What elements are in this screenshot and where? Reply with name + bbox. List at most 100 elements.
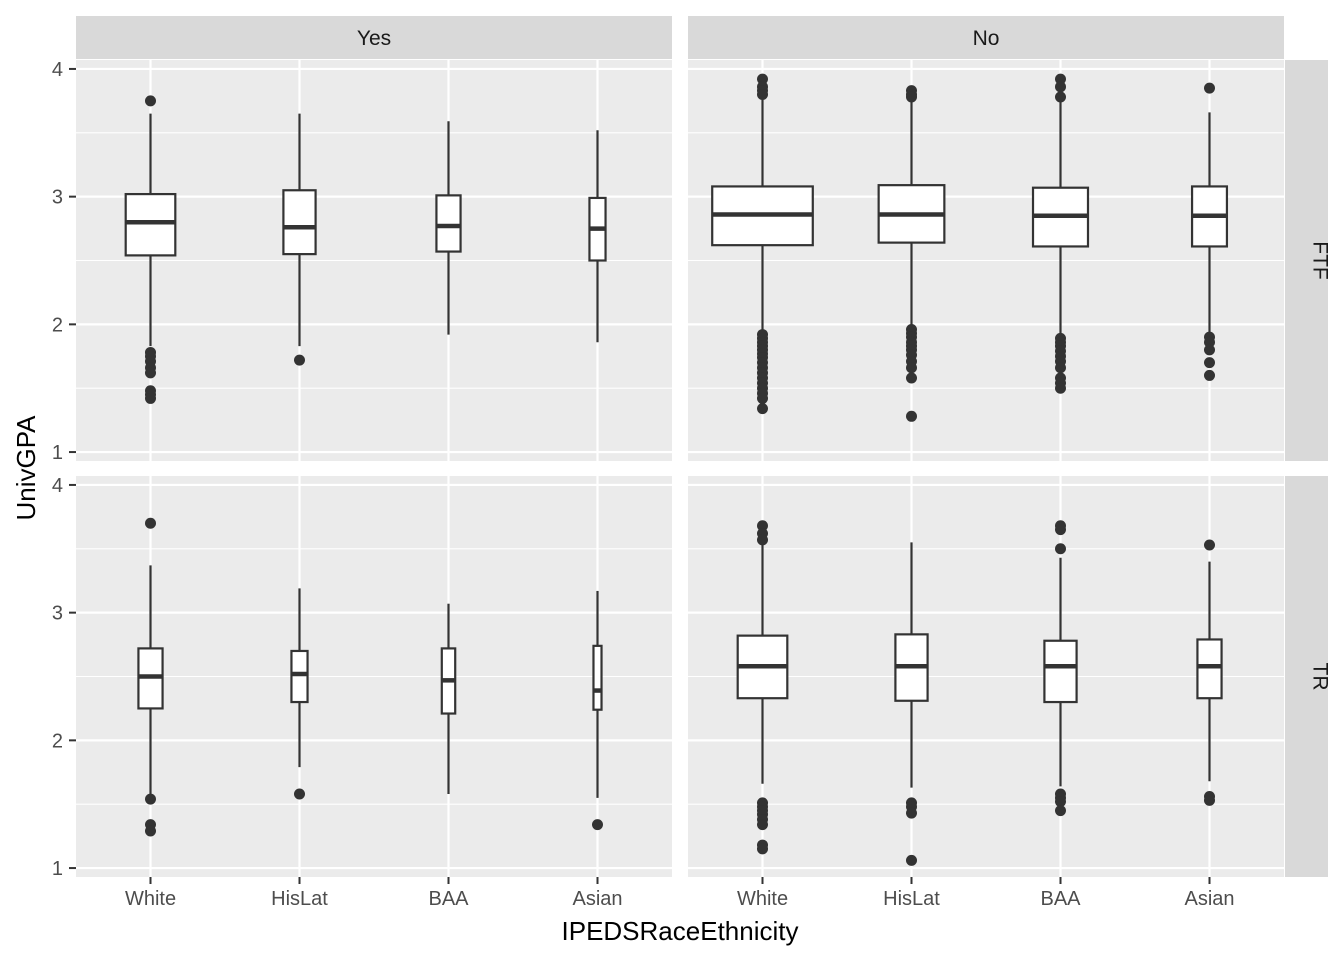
panel-no-ftf bbox=[688, 60, 1284, 461]
row-strip-label: FTF bbox=[1309, 241, 1332, 279]
box-hislat bbox=[894, 542, 929, 866]
box-hislat bbox=[877, 85, 946, 422]
iqr-box bbox=[592, 644, 603, 711]
box-asian bbox=[588, 130, 607, 343]
outlier-point bbox=[1204, 794, 1215, 806]
strips-layer: Yes No FTF TR bbox=[76, 16, 1332, 877]
y-axis-ftf: 1 2 3 4 bbox=[52, 59, 76, 464]
outlier-point bbox=[1204, 357, 1215, 369]
box-asian bbox=[1196, 539, 1223, 806]
outlier-point bbox=[906, 372, 917, 384]
outlier-point bbox=[145, 95, 156, 107]
iqr-box bbox=[290, 649, 309, 704]
outlier-point bbox=[145, 825, 156, 837]
axes-layer: 1 2 3 4 1 2 3 4 White HisLat BAA Asian White HisLat BA… bbox=[52, 59, 1235, 910]
outlier-point bbox=[757, 73, 768, 85]
panels-layer bbox=[76, 60, 1284, 877]
outlier-point bbox=[757, 403, 768, 415]
y-tick-label: 2 bbox=[52, 314, 63, 336]
box-baa bbox=[440, 603, 457, 794]
x-tick-label: Asian bbox=[1184, 888, 1234, 910]
outlier-point bbox=[757, 88, 768, 100]
iqr-box bbox=[1196, 638, 1223, 700]
outlier-point bbox=[757, 520, 768, 532]
box-hislat bbox=[290, 588, 309, 800]
outlier-point bbox=[1055, 543, 1066, 555]
column-strip-no: No bbox=[688, 16, 1284, 59]
strip-background bbox=[76, 16, 672, 59]
panel-yes-ftf bbox=[76, 60, 672, 461]
outlier-point bbox=[1204, 336, 1215, 348]
outlier-point bbox=[906, 807, 917, 819]
outlier-point bbox=[1055, 805, 1066, 817]
y-tick-label: 1 bbox=[52, 858, 63, 880]
y-tick-label: 2 bbox=[52, 730, 63, 752]
x-tick-label: BAA bbox=[428, 888, 469, 910]
outlier-point bbox=[1055, 81, 1066, 93]
x-axis-yes: White HisLat BAA Asian bbox=[125, 877, 623, 910]
outlier-point bbox=[757, 843, 768, 855]
box-baa bbox=[1031, 73, 1090, 394]
outlier-point bbox=[1055, 73, 1066, 85]
row-strip-ftf: FTF bbox=[1285, 60, 1332, 461]
outlier-point bbox=[294, 788, 305, 800]
y-axis-tr: 1 2 3 4 bbox=[52, 475, 76, 880]
y-tick-label: 3 bbox=[52, 603, 63, 625]
outlier-point bbox=[757, 534, 768, 546]
outlier-point bbox=[906, 854, 917, 866]
outlier-point bbox=[294, 354, 305, 366]
box-white bbox=[137, 517, 164, 837]
x-tick-label: BAA bbox=[1040, 888, 1081, 910]
row-strip-tr: TR bbox=[1285, 476, 1332, 877]
outlier-point bbox=[145, 517, 156, 529]
outlier-point bbox=[906, 362, 917, 374]
outlier-point bbox=[1055, 91, 1066, 103]
y-tick-label: 3 bbox=[52, 187, 63, 209]
column-strip-yes: Yes bbox=[76, 16, 672, 59]
x-tick-label: HisLat bbox=[271, 888, 328, 910]
iqr-box bbox=[435, 194, 462, 253]
outlier-point bbox=[145, 392, 156, 404]
box-white bbox=[736, 520, 789, 855]
outlier-point bbox=[1055, 524, 1066, 536]
outlier-point bbox=[145, 367, 156, 379]
column-strip-label: Yes bbox=[357, 27, 391, 50]
x-tick-label: HisLat bbox=[883, 888, 940, 910]
box-hislat bbox=[282, 113, 317, 366]
outlier-point bbox=[757, 392, 768, 404]
column-strip-label: No bbox=[973, 27, 1000, 50]
box-asian bbox=[1190, 82, 1229, 381]
x-tick-label: Asian bbox=[572, 888, 622, 910]
box-baa bbox=[435, 121, 462, 335]
x-axis-no: White HisLat BAA Asian bbox=[737, 877, 1235, 910]
outlier-point bbox=[906, 410, 917, 422]
box-baa bbox=[1043, 520, 1078, 817]
iqr-box bbox=[1043, 639, 1078, 704]
y-tick-label: 1 bbox=[52, 442, 63, 464]
x-axis-title: IPEDSRaceEthnicity bbox=[562, 916, 799, 946]
iqr-box bbox=[282, 189, 317, 256]
y-axis-title: UnivGPA bbox=[11, 415, 41, 521]
x-tick-label: White bbox=[125, 888, 176, 910]
outlier-point bbox=[1204, 369, 1215, 381]
outlier-point bbox=[1055, 362, 1066, 374]
y-tick-label: 4 bbox=[52, 59, 63, 81]
outlier-point bbox=[906, 91, 917, 103]
panel-yes-tr bbox=[76, 476, 672, 877]
outlier-point bbox=[1204, 82, 1215, 94]
iqr-box bbox=[124, 192, 177, 257]
x-tick-label: White bbox=[737, 888, 788, 910]
outlier-point bbox=[1055, 382, 1066, 394]
outlier-point bbox=[1055, 796, 1066, 808]
strip-background bbox=[1285, 476, 1328, 877]
y-tick-label: 4 bbox=[52, 475, 63, 497]
outlier-point bbox=[757, 819, 768, 831]
outlier-point bbox=[1204, 344, 1215, 356]
box-white bbox=[711, 73, 814, 415]
strip-background bbox=[688, 16, 1284, 59]
panel-no-tr bbox=[688, 476, 1284, 877]
row-strip-label: TR bbox=[1309, 663, 1332, 691]
strip-background bbox=[1285, 60, 1328, 461]
box-white bbox=[124, 95, 177, 404]
